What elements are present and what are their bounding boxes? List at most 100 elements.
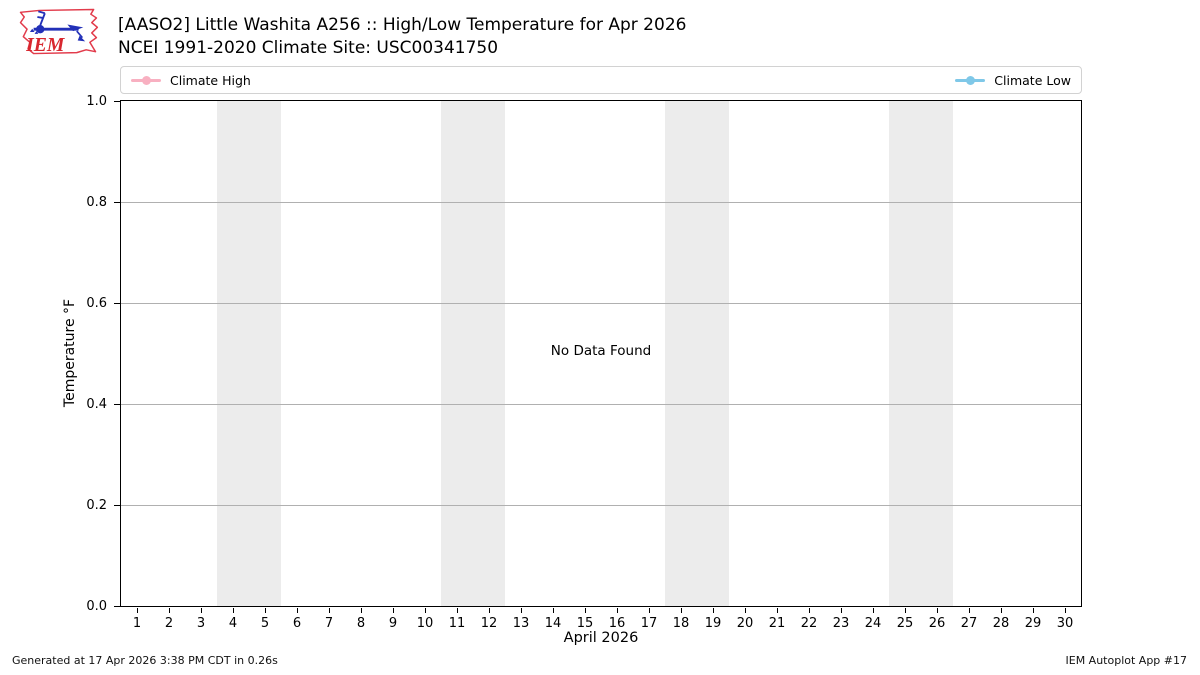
x-tick-mark [872, 608, 874, 613]
x-tick-label: 26 [928, 616, 946, 631]
x-tick-label: 11 [448, 616, 466, 631]
x-tick-mark [1064, 608, 1066, 613]
y-tick-mark [114, 404, 120, 405]
x-tick-mark [616, 608, 618, 613]
x-tick-label: 20 [736, 616, 754, 631]
weekend-shade-band [889, 101, 953, 606]
weekend-shade-band [217, 101, 281, 606]
chart-title: [AASO2] Little Washita A256 :: High/Low … [118, 15, 687, 35]
legend-entry-climate-high: Climate High [131, 73, 251, 88]
weathervane-icon [29, 10, 86, 42]
x-tick-mark [584, 608, 586, 613]
x-axis-title: April 2026 [563, 630, 639, 646]
x-tick-mark [1000, 608, 1002, 613]
iowa-outline-icon [19, 8, 99, 55]
x-tick-mark [232, 608, 234, 613]
x-tick-mark [552, 608, 554, 613]
x-tick-mark [712, 608, 714, 613]
x-tick-label: 14 [544, 616, 562, 631]
x-tick-label: 30 [1056, 616, 1074, 631]
legend-label-climate-high: Climate High [170, 72, 251, 88]
legend: Climate High Climate Low [120, 66, 1082, 94]
y-tick-mark [114, 202, 120, 203]
legend-entry-climate-low: Climate Low [955, 73, 1071, 88]
x-tick-mark [1032, 608, 1034, 613]
x-tick-mark [168, 608, 170, 613]
y-tick-mark [114, 101, 120, 102]
x-tick-label: 7 [324, 616, 334, 631]
iem-logo: IEM [19, 8, 99, 56]
x-tick-mark [264, 608, 266, 613]
x-tick-mark [456, 608, 458, 613]
generated-timestamp: Generated at 17 Apr 2026 3:38 PM CDT in … [12, 654, 278, 667]
x-tick-label: 10 [416, 616, 434, 631]
y-gridline [121, 504, 1081, 506]
x-tick-label: 22 [800, 616, 818, 631]
x-tick-label: 23 [832, 616, 850, 631]
y-tick-mark [114, 606, 120, 607]
x-tick-mark [520, 608, 522, 613]
x-tick-label: 18 [672, 616, 690, 631]
x-tick-mark [904, 608, 906, 613]
x-tick-label: 27 [960, 616, 978, 631]
y-gridline [121, 302, 1081, 304]
x-tick-mark [392, 608, 394, 613]
y-axis-title: Temperature °F [62, 298, 78, 408]
y-tick-label: 0.0 [86, 599, 107, 614]
y-tick-label: 0.4 [86, 397, 107, 412]
x-axis: 1 2 3 4 5 6 7 8 9 10 11 12 13 14 15 16 17 18 19 20 21 22 23 24 2… [120, 607, 1082, 649]
x-tick-label: 5 [260, 616, 270, 631]
x-tick-mark [840, 608, 842, 613]
x-tick-label: 17 [640, 616, 658, 631]
x-tick-mark [328, 608, 330, 613]
x-tick-label: 28 [992, 616, 1010, 631]
x-tick-mark [808, 608, 810, 613]
x-tick-mark [296, 608, 298, 613]
legend-label-climate-low: Climate Low [994, 72, 1071, 88]
x-tick-label: 8 [356, 616, 366, 631]
no-data-message: No Data Found [550, 343, 652, 359]
x-tick-mark [936, 608, 938, 613]
y-axis: 0.0 0.2 0.4 0.6 0.8 1.0 [0, 94, 120, 614]
x-tick-label: 13 [512, 616, 530, 631]
y-tick-label: 1.0 [86, 94, 107, 109]
x-tick-mark [776, 608, 778, 613]
y-gridline [121, 403, 1081, 405]
x-tick-label: 16 [608, 616, 626, 631]
x-tick-label: 21 [768, 616, 786, 631]
x-tick-mark [136, 608, 138, 613]
x-tick-label: 4 [228, 616, 238, 631]
x-tick-label: 29 [1024, 616, 1042, 631]
x-tick-label: 2 [164, 616, 174, 631]
y-tick-mark [114, 505, 120, 506]
line-dot-marker-icon [131, 75, 161, 85]
x-tick-mark [488, 608, 490, 613]
x-tick-label: 3 [196, 616, 206, 631]
x-tick-mark [424, 608, 426, 613]
x-tick-label: 24 [864, 616, 882, 631]
plot-area: No Data Found [120, 100, 1082, 607]
y-tick-label: 0.2 [86, 498, 107, 513]
x-tick-mark [968, 608, 970, 613]
logo-iem-text: IEM [25, 34, 66, 56]
app-credit: IEM Autoplot App #17 [1065, 654, 1188, 667]
x-tick-label: 1 [132, 616, 142, 631]
weekend-shade-band [441, 101, 505, 606]
y-gridline [121, 201, 1081, 203]
y-tick-label: 0.6 [86, 296, 107, 311]
x-tick-label: 12 [480, 616, 498, 631]
y-tick-label: 0.8 [86, 195, 107, 210]
chart-subtitle: NCEI 1991-2020 Climate Site: USC00341750 [118, 38, 499, 58]
x-tick-label: 25 [896, 616, 914, 631]
x-tick-label: 15 [576, 616, 594, 631]
line-dot-marker-icon [955, 75, 986, 85]
x-tick-mark [648, 608, 650, 613]
weekend-shade-band [665, 101, 729, 606]
x-tick-mark [680, 608, 682, 613]
x-tick-label: 6 [292, 616, 302, 631]
x-tick-label: 9 [388, 616, 398, 631]
x-tick-mark [360, 608, 362, 613]
x-tick-mark [200, 608, 202, 613]
x-tick-label: 19 [704, 616, 722, 631]
